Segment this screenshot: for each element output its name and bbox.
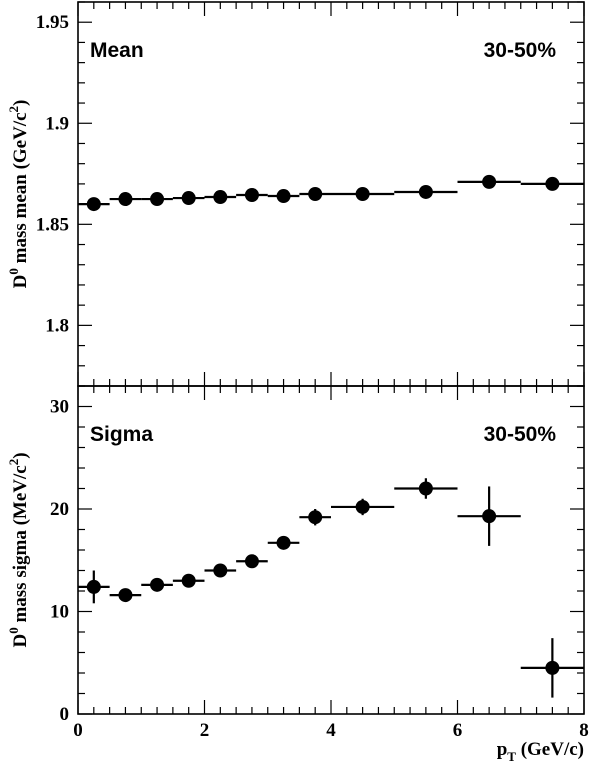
marker (308, 510, 323, 525)
data-point (299, 509, 331, 526)
data-point (109, 192, 142, 207)
data-point (78, 197, 110, 212)
x-tick-label: 8 (579, 720, 589, 741)
panel-label: Sigma (90, 423, 153, 446)
data-point (331, 187, 395, 201)
data-point (520, 638, 584, 698)
y-tick-label: 1.85 (36, 214, 69, 235)
marker (150, 192, 165, 207)
y-tick-label: 30 (50, 397, 69, 418)
marker (244, 188, 259, 203)
sigma-panel: 0 10 20 30 0 2 4 6 8 Sigma 30-50% D0 mass sigma (Me… (6, 385, 589, 764)
marker (355, 499, 370, 514)
data-point (394, 478, 458, 499)
marker (418, 481, 433, 496)
centrality-label: 30-50% (484, 39, 557, 62)
marker (482, 174, 497, 189)
marker (545, 176, 560, 191)
y-axis-title: D0 mass mean (GeV/c2) (6, 100, 31, 289)
y-tick-label: 0 (60, 704, 70, 725)
panel-label: Mean (90, 39, 144, 62)
marker (545, 660, 560, 675)
x-tick-label: 4 (326, 720, 336, 741)
data-point (172, 191, 205, 206)
data-point (299, 187, 331, 201)
data-point (457, 174, 521, 189)
y-axis-title: D0 mass sigma (MeV/c2) (6, 452, 31, 647)
data-point (204, 563, 237, 578)
marker (482, 509, 497, 524)
data-point (109, 588, 142, 603)
marker (418, 184, 433, 199)
marker (118, 588, 133, 603)
data-point (267, 535, 300, 550)
x-axis-title: pT (GeV/c) (497, 739, 584, 764)
data-point (520, 176, 584, 191)
marker (86, 197, 101, 212)
data-point (141, 577, 173, 592)
mean-panel: 1.8 1.85 1.9 1.95 Mean 30-50% D0 mass mean (Ge… (6, 1, 585, 387)
data-point (78, 570, 110, 604)
data-point (204, 190, 237, 205)
marker (118, 192, 133, 207)
marker (308, 187, 323, 201)
marker (276, 189, 291, 204)
centrality-label: 30-50% (484, 423, 557, 446)
data-point (267, 189, 300, 204)
data-point (236, 188, 268, 203)
marker (244, 554, 259, 569)
marker (150, 577, 165, 592)
marker (213, 563, 228, 578)
data-point (172, 573, 205, 588)
y-tick-label: 1.95 (36, 12, 69, 33)
marker (355, 187, 370, 201)
y-tick-label: 1.8 (45, 315, 69, 336)
marker (181, 191, 196, 206)
marker (86, 579, 101, 594)
x-tick-label: 0 (73, 720, 83, 741)
x-tick-label: 6 (453, 720, 463, 741)
data-point (331, 498, 395, 516)
marker (213, 190, 228, 205)
y-tick-label: 1.9 (45, 113, 69, 134)
y-tick-label: 20 (50, 499, 69, 520)
marker (181, 573, 196, 588)
data-point (457, 486, 521, 546)
y-tick-label: 10 (50, 602, 69, 623)
data-point (141, 192, 173, 207)
data-point (236, 554, 268, 569)
data-point (394, 184, 458, 199)
x-tick-label: 2 (200, 720, 210, 741)
marker (276, 535, 291, 550)
